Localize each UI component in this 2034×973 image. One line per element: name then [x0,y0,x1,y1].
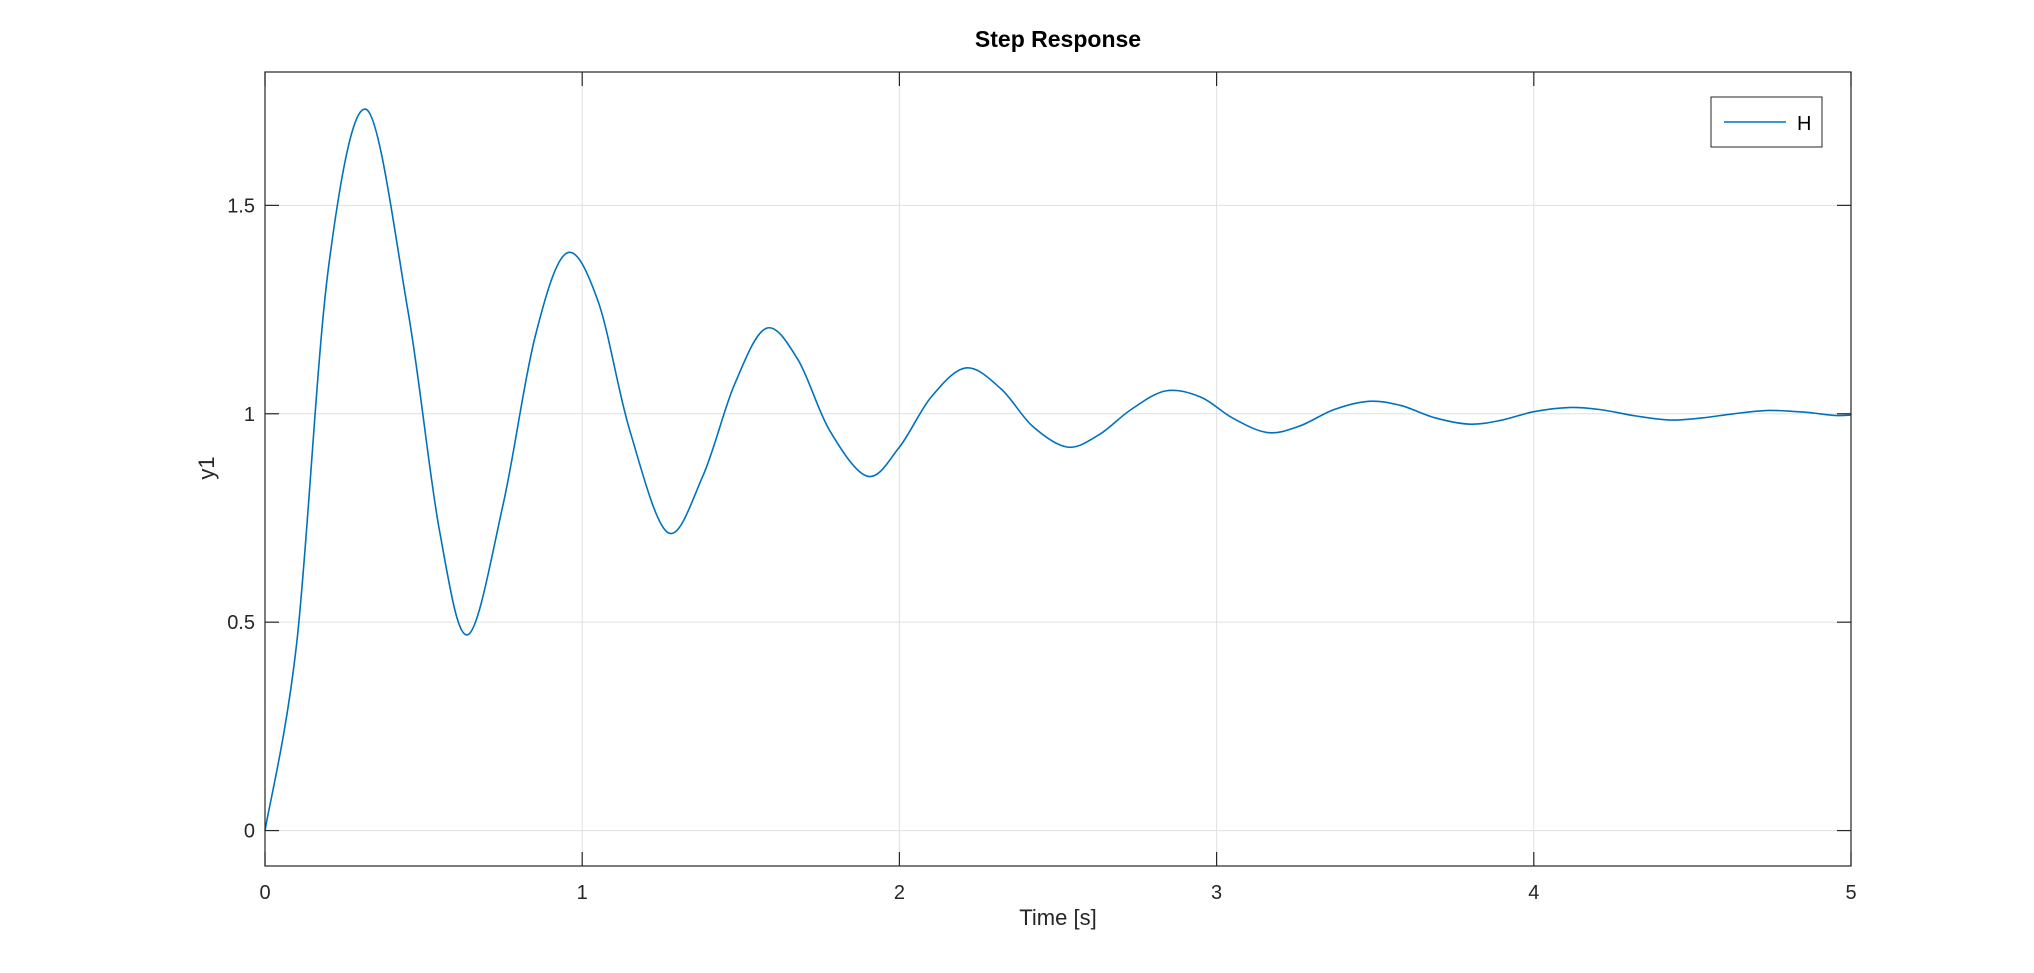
grid [264,72,1852,866]
x-axis-label: Time [s] [1019,905,1096,930]
plot-area [264,108,1852,831]
x-tick-label: 2 [894,882,905,904]
legend: H [1710,96,1823,148]
series-line-h [264,108,1852,831]
x-tick-label: 5 [1845,882,1856,904]
y-tick-label: 1 [244,404,255,426]
y-tick-label: 0.5 [227,612,255,634]
y-axis-label: y1 [194,456,219,479]
x-tick-label: 0 [259,882,270,904]
y-tick-label: 1.5 [227,195,255,217]
legend-label-h: H [1797,113,1811,135]
x-tick-label: 3 [1211,882,1222,904]
x-tick-label: 4 [1528,882,1539,904]
y-tick-label: 0 [244,821,255,843]
chart-title: Step Response [975,26,1141,52]
axes-box [264,71,1852,867]
x-tick-label: 1 [577,882,588,904]
ticks: 0 1 2 3 4 5 0 0.5 1 1.5 [227,72,1857,904]
